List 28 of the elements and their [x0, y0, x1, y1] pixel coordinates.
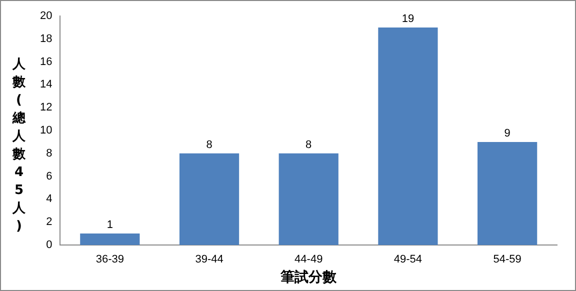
x-tick-label: 54-59 [493, 253, 522, 266]
data-label: 9 [504, 126, 510, 139]
bar [478, 141, 538, 244]
y-tick-label: 0 [46, 238, 52, 251]
x-tick-label: 39-44 [195, 253, 224, 266]
y-tick-label: 4 [46, 192, 52, 205]
y-tick-label: 16 [40, 55, 52, 68]
x-tick-label: 36-39 [96, 253, 124, 266]
bar [278, 152, 338, 244]
y-tick-label: 10 [40, 124, 52, 136]
y-tick-label: 14 [40, 78, 52, 90]
data-label: 1 [106, 218, 113, 231]
x-axis-title: 筆試分數 [280, 268, 338, 284]
data-label: 19 [402, 12, 414, 24]
y-tick-label: 6 [46, 170, 52, 182]
data-label: 8 [206, 138, 212, 150]
text: 人數(總人數45人) [12, 56, 26, 234]
x-tick-label: 44-49 [294, 253, 323, 266]
x-tick-label: 49-54 [394, 253, 422, 266]
y-tick-label: 8 [46, 146, 52, 159]
y-tick-label: 12 [40, 101, 52, 114]
data-label: 8 [306, 138, 312, 150]
bar [378, 26, 438, 244]
bar [80, 233, 140, 244]
y-tick-label: 18 [40, 32, 52, 44]
bar [179, 152, 240, 244]
y-tick-label: 20 [40, 10, 52, 22]
y-tick-label: 2 [46, 216, 52, 228]
